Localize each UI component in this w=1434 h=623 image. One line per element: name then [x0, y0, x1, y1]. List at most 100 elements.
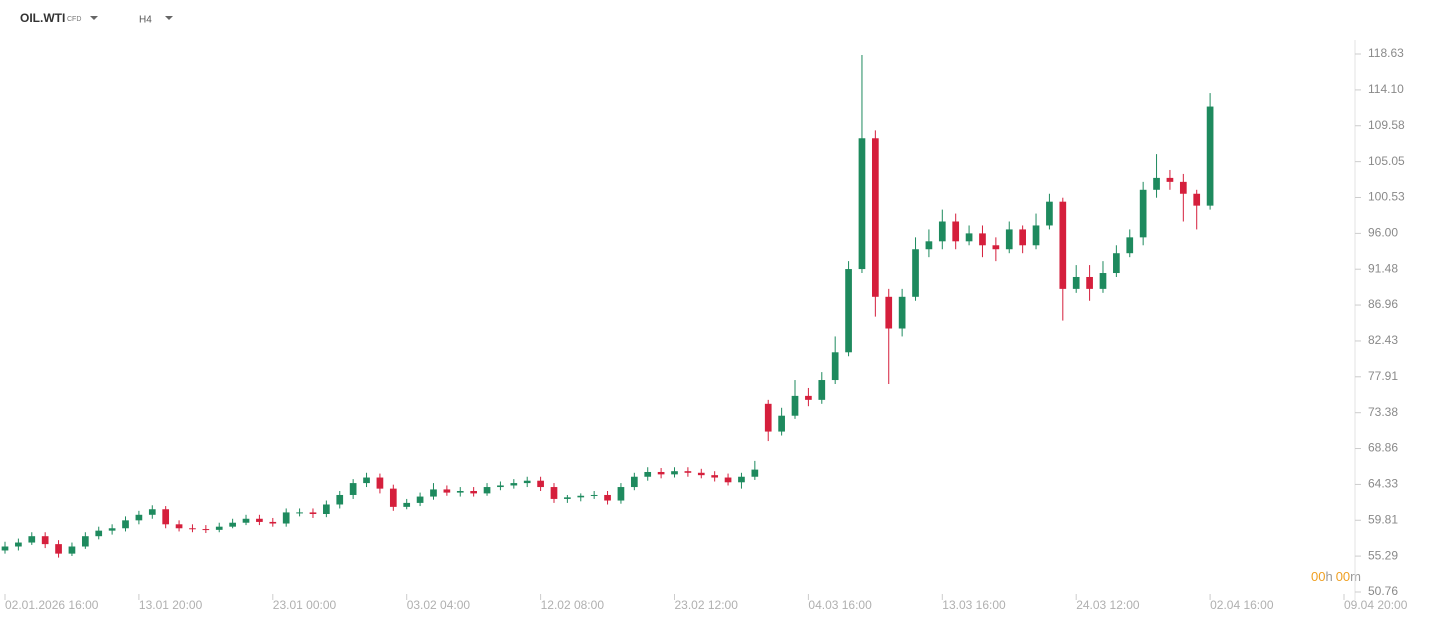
candle-body [604, 494, 611, 501]
x-tick-label: 23.02 12:00 [675, 598, 739, 612]
y-tick-label: 109.58 [1368, 118, 1405, 132]
candle-body [992, 245, 1000, 250]
candle-body [456, 491, 464, 493]
candle-body [443, 489, 451, 493]
candle-body [885, 296, 893, 329]
candle-body [898, 296, 906, 329]
y-tick-label: 82.43 [1368, 333, 1398, 347]
candle-body [256, 518, 263, 522]
symbol-dropdown[interactable] [90, 16, 98, 20]
y-tick-label: 73.38 [1368, 405, 1398, 419]
candle-body [858, 138, 866, 270]
candle-body [630, 476, 638, 488]
candle-body [1139, 189, 1147, 238]
candle-body [523, 480, 531, 484]
candle-body [657, 471, 665, 475]
candle-body [925, 241, 933, 250]
candle-body [684, 471, 692, 473]
y-tick-label: 55.29 [1368, 548, 1398, 562]
countdown-hours-unit: h [1325, 569, 1332, 584]
candle-body [309, 512, 317, 514]
candle-body [537, 480, 544, 488]
candle-body [1005, 229, 1013, 250]
candle-body [1, 546, 9, 551]
candle-body [912, 249, 919, 297]
x-tick-label: 02.01.2026 16:00 [5, 598, 99, 612]
candle-body [617, 487, 625, 501]
candle-body [938, 221, 946, 242]
candle-body [952, 221, 960, 242]
countdown-minutes: 00 [1336, 569, 1350, 584]
countdown-hours: 00 [1311, 569, 1325, 584]
candle-body [282, 512, 290, 524]
candle-body [389, 488, 397, 507]
candle-body [15, 542, 22, 547]
timeframe-dropdown[interactable] [165, 16, 173, 20]
candle-body [979, 233, 986, 246]
candle-body [778, 415, 785, 432]
candle-body [791, 395, 799, 416]
candle-body [1113, 253, 1120, 274]
candle-body [269, 521, 277, 524]
candle-body [644, 471, 652, 477]
candle-body [41, 536, 49, 545]
symbol[interactable]: OIL.WTI [20, 11, 65, 25]
y-tick-label: 86.96 [1368, 297, 1398, 311]
candle-body [845, 269, 852, 353]
candle-body [242, 518, 250, 523]
candle-body [751, 469, 759, 477]
candle-body [135, 514, 143, 521]
candle-body [764, 403, 772, 432]
x-tick-label: 02.04 16:00 [1210, 598, 1274, 612]
candle-body [108, 528, 116, 531]
x-tick-label: 03.02 04:00 [407, 598, 471, 612]
candle-body [510, 483, 518, 486]
candle-body [1179, 181, 1187, 194]
candle-body [1072, 276, 1080, 289]
countdown: 00h 00m [1311, 569, 1361, 584]
y-tick-label: 68.86 [1368, 441, 1398, 455]
candle-body [229, 522, 236, 527]
candle-body [1193, 193, 1201, 206]
candle-body [55, 544, 62, 554]
candle-body [81, 536, 89, 547]
x-tick-label: 13.03 16:00 [942, 598, 1006, 612]
candle-body [818, 380, 826, 400]
candle-body [697, 472, 705, 476]
candle-body [349, 483, 357, 495]
candle-body [1206, 106, 1214, 206]
y-tick-label: 100.53 [1368, 190, 1405, 204]
candle-body [189, 528, 196, 530]
candle-body [805, 395, 812, 400]
candle-body [363, 477, 370, 484]
candle-body [550, 487, 558, 499]
candle-body [1126, 237, 1134, 254]
y-tick-label: 96.00 [1368, 226, 1398, 240]
candle-body [470, 491, 477, 494]
y-tick-label: 114.10 [1368, 82, 1404, 96]
x-tick-label: 13.01 20:00 [139, 598, 203, 612]
candle-body [831, 352, 839, 381]
candle-body [738, 476, 745, 483]
y-tick-label: 64.33 [1368, 477, 1398, 491]
candle-body [1166, 177, 1174, 182]
candle-body [148, 509, 156, 515]
candle-body [68, 546, 76, 554]
x-tick-label: 23.01 00:00 [273, 598, 337, 612]
candle-body [483, 487, 491, 494]
candle-body [296, 512, 303, 514]
candle-body [1059, 201, 1067, 289]
candle-body [95, 530, 103, 537]
candle-body [577, 495, 585, 498]
candle-body [1019, 229, 1026, 246]
x-tick-label: 04.03 16:00 [808, 598, 872, 612]
badge: CFD [67, 16, 81, 23]
candle-body [497, 485, 504, 488]
y-tick-label: 91.48 [1368, 261, 1398, 275]
timeframe[interactable]: H4 [139, 15, 152, 26]
candle-body [122, 520, 129, 529]
candle-body [28, 536, 36, 543]
candle-body [590, 494, 598, 496]
candle-body [323, 504, 330, 514]
